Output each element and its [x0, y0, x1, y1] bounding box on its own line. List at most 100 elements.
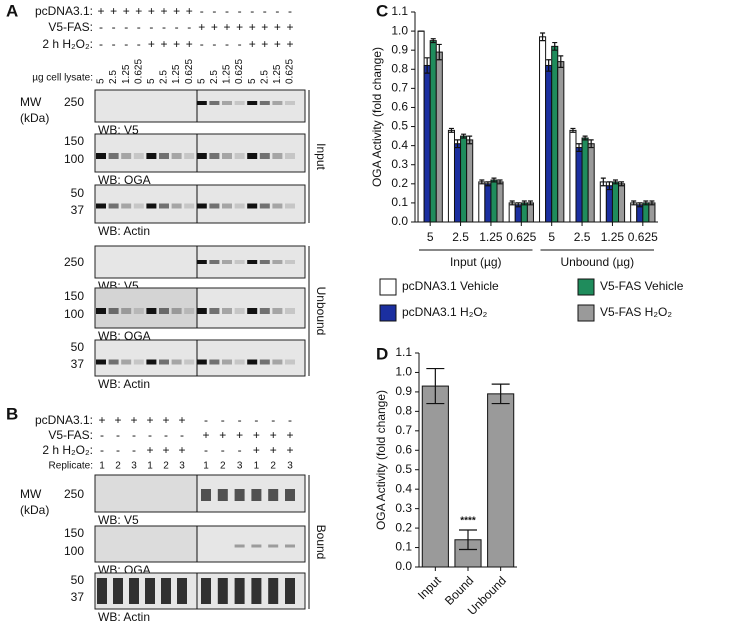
row-mark: + — [146, 443, 153, 457]
error-bar — [588, 139, 594, 149]
row-mark: - — [99, 20, 103, 34]
lane-label: 5 — [96, 78, 107, 84]
row-mark: - — [180, 428, 184, 442]
band — [285, 359, 295, 365]
replicate: 2 — [270, 461, 276, 472]
band — [159, 308, 169, 314]
band — [222, 308, 232, 314]
row-mark: - — [225, 4, 229, 18]
row-mark: + — [249, 20, 256, 34]
row-mark: + — [270, 443, 277, 457]
row-mark: + — [162, 443, 169, 457]
row-mark: - — [238, 443, 242, 457]
row-mark: - — [275, 4, 279, 18]
error-bar — [515, 202, 521, 208]
bar — [648, 202, 656, 223]
band — [209, 359, 220, 365]
band — [171, 308, 182, 314]
row-mark: - — [238, 4, 242, 18]
bar — [551, 45, 559, 223]
legend-swatch — [577, 304, 595, 322]
band — [196, 153, 207, 159]
band — [196, 101, 207, 105]
row-label: 2 h H₂O₂: — [42, 37, 93, 51]
row-mark: - — [100, 443, 104, 457]
legend-label: V5-FAS H₂O₂ — [600, 305, 672, 319]
band — [259, 308, 270, 314]
row-mark: + — [162, 413, 169, 427]
band — [201, 489, 211, 501]
bar — [487, 393, 515, 568]
band — [196, 260, 207, 264]
replicate: 2 — [115, 461, 121, 472]
error-bar — [509, 200, 515, 206]
row-mark: + — [211, 20, 218, 34]
row-mark: - — [112, 37, 116, 51]
bar — [478, 181, 486, 223]
mw-marker: 100 — [64, 544, 84, 558]
row-mark: - — [200, 37, 204, 51]
row-mark: + — [202, 428, 209, 442]
band — [259, 260, 270, 264]
row-mark: + — [173, 4, 180, 18]
legend-label: pcDNA3.1 Vehicle — [402, 279, 499, 293]
bar — [417, 30, 425, 223]
error-bar — [436, 43, 442, 61]
y-tick-label: 0.3 — [395, 501, 412, 515]
mw-marker: 100 — [64, 307, 84, 321]
band — [272, 308, 283, 314]
y-tick-label: 0.7 — [395, 423, 412, 437]
band — [209, 260, 220, 264]
y-tick-label: 0.6 — [391, 100, 408, 114]
row-mark: + — [223, 20, 230, 34]
row-mark: + — [286, 428, 293, 442]
error-bar — [527, 200, 533, 206]
lane-label: 5 — [247, 78, 258, 84]
band — [268, 578, 279, 604]
row-mark: + — [178, 413, 185, 427]
bar — [490, 179, 498, 223]
row-mark: + — [135, 4, 142, 18]
band — [177, 578, 187, 604]
row-mark: + — [146, 413, 153, 427]
band — [133, 203, 144, 209]
mw-marker: 37 — [71, 590, 85, 604]
row-mark: + — [148, 4, 155, 18]
row-mark: + — [198, 20, 205, 34]
band — [234, 359, 245, 365]
row-label: 2 h H₂O₂: — [42, 443, 93, 457]
band — [113, 578, 123, 604]
group-label: Unbound (µg) — [560, 255, 634, 269]
mw-marker: 250 — [64, 95, 84, 109]
band — [121, 203, 132, 209]
band — [251, 489, 262, 501]
band — [285, 260, 295, 264]
band — [247, 260, 258, 264]
row-mark: - — [288, 413, 292, 427]
replicate: 3 — [237, 461, 243, 472]
legend-label: pcDNA3.1 H₂O₂ — [402, 305, 488, 319]
row-mark: - — [124, 37, 128, 51]
replicate: 3 — [179, 461, 185, 472]
band — [159, 203, 169, 209]
band — [196, 308, 207, 314]
row-mark: - — [116, 443, 120, 457]
bar — [605, 185, 613, 223]
wb-label: WB: V5 — [98, 513, 139, 527]
band — [209, 101, 220, 105]
row-mark: - — [137, 20, 141, 34]
row-mark: - — [187, 20, 191, 34]
band — [209, 308, 220, 314]
row-mark: - — [164, 428, 168, 442]
group-label: Bound — [314, 525, 328, 560]
panel-letter: A — [6, 1, 18, 20]
lane-label: 1.25 — [171, 64, 182, 84]
band — [247, 359, 258, 365]
row-mark: + — [274, 20, 281, 34]
lane-label: 0.625 — [285, 59, 296, 84]
band — [222, 359, 232, 365]
x-tick-label: 2.5 — [574, 230, 591, 244]
band — [146, 359, 157, 365]
y-tick-label: 0.1 — [395, 540, 412, 554]
